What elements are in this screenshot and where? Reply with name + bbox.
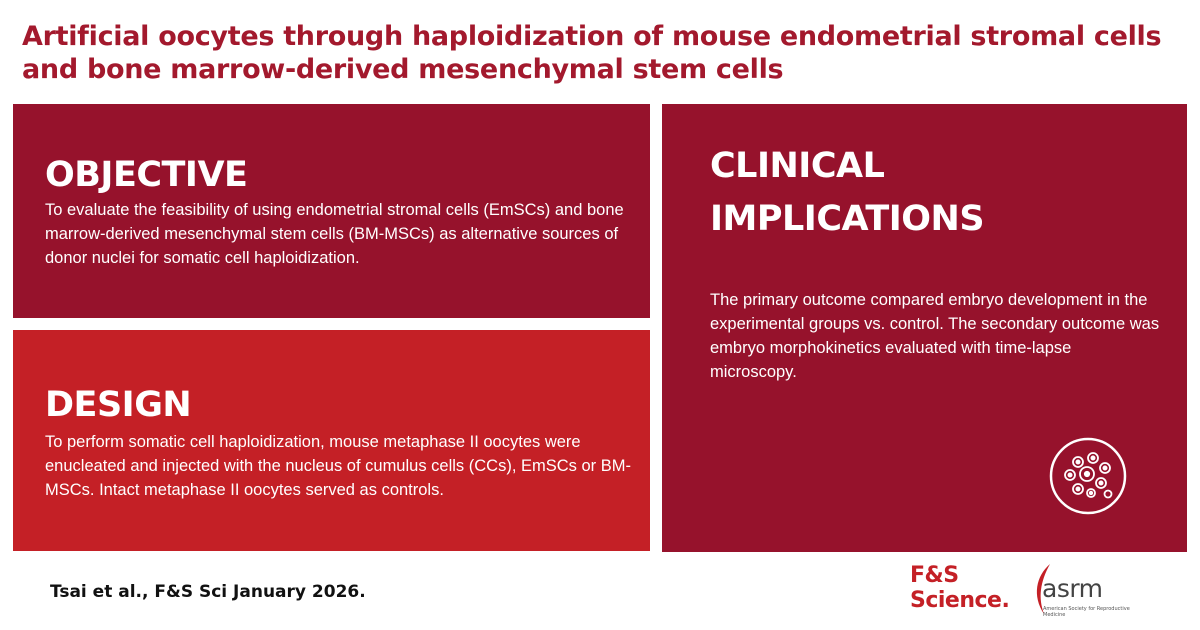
cells-icon xyxy=(1049,437,1127,515)
asrm-swoosh-icon xyxy=(1036,564,1050,614)
design-text: To perform somatic cell haploidization, … xyxy=(45,433,631,499)
design-panel: DESIGN To perform somatic cell haploidiz… xyxy=(13,330,650,551)
objective-text: To evaluate the feasibility of using end… xyxy=(45,201,624,267)
design-heading: DESIGN xyxy=(45,385,192,425)
clinical-heading: CLINICAL IMPLICATIONS xyxy=(710,140,985,246)
page-title: Artificial oocytes through haploidizatio… xyxy=(22,21,1162,85)
clinical-heading-line2: IMPLICATIONS xyxy=(710,199,985,239)
clinical-heading-line1: CLINICAL xyxy=(710,146,885,186)
fs-logo-line1: F&S xyxy=(910,563,959,588)
asrm-subtitle: American Society for Reproductive Medici… xyxy=(1043,606,1130,618)
citation: Tsai et al., F&S Sci January 2026. xyxy=(50,582,366,602)
asrm-wordmark: asrm xyxy=(1042,574,1103,603)
clinical-text: The primary outcome compared embryo deve… xyxy=(710,291,1160,381)
clinical-implications-panel: CLINICAL IMPLICATIONS The primary outcom… xyxy=(662,104,1187,552)
objective-heading: OBJECTIVE xyxy=(45,155,248,195)
fs-logo-line2: Science. xyxy=(910,588,1010,613)
objective-panel: OBJECTIVE To evaluate the feasibility of… xyxy=(13,104,650,318)
asrm-logo: asrm American Society for Reproductive M… xyxy=(1030,562,1140,622)
fs-science-logo: F&S Science. xyxy=(910,563,1010,613)
